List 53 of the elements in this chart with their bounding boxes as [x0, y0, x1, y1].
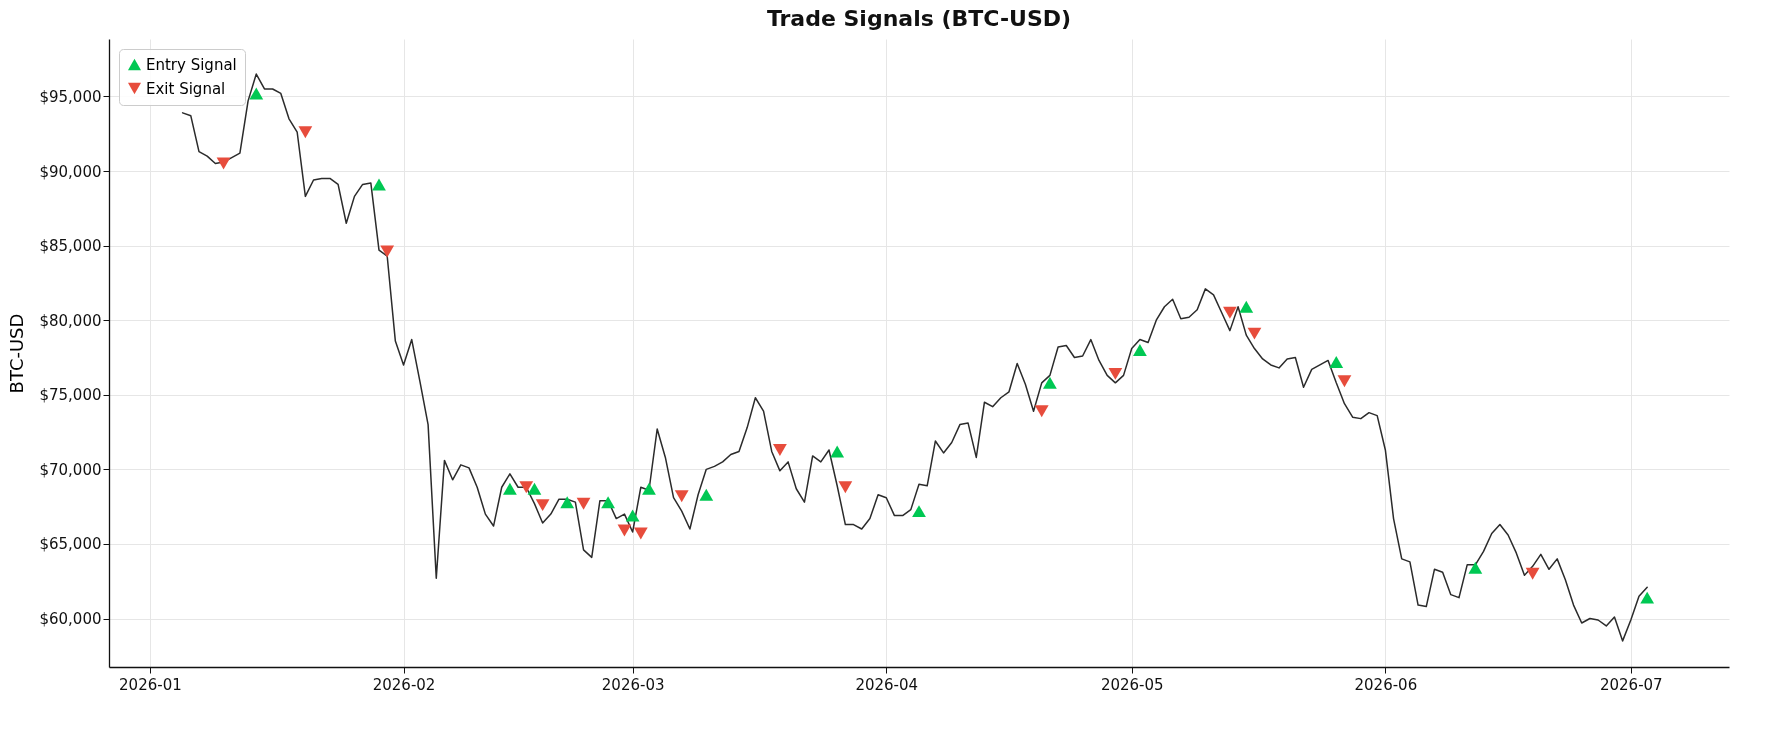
point	[1247, 327, 1262, 340]
point	[912, 505, 926, 518]
x-tick-label: 2026-05	[1100, 675, 1164, 694]
x-tick-label: 2026-03	[601, 675, 665, 694]
point	[1034, 405, 1049, 418]
point	[1640, 591, 1655, 604]
point	[560, 496, 575, 509]
x-tick-label: 2026-02	[372, 675, 436, 694]
y-tick-label: $85,000	[39, 237, 102, 256]
point	[1329, 355, 1344, 368]
y-tick-label: $90,000	[39, 162, 102, 181]
point	[1468, 561, 1483, 574]
y-tick-label: $70,000	[39, 460, 102, 479]
x-tick-label: 2026-07	[1599, 675, 1663, 694]
point	[617, 524, 632, 537]
point	[1239, 300, 1254, 313]
point	[519, 481, 534, 494]
point	[838, 481, 853, 494]
point	[642, 482, 656, 495]
y-tick-label: $60,000	[39, 610, 102, 629]
y-tick-label: $80,000	[39, 311, 102, 330]
x-tick-label: 2026-06	[1354, 675, 1418, 694]
x-tick-label: 2026-01	[119, 675, 182, 694]
point	[625, 509, 640, 522]
point	[216, 157, 231, 170]
point	[830, 445, 845, 458]
x-tick-label: 2026-04	[855, 675, 919, 694]
legend-label: Exit Signal	[146, 79, 226, 98]
y-tick-label: $75,000	[39, 386, 102, 405]
point	[576, 497, 591, 510]
point	[535, 499, 550, 512]
point	[380, 245, 395, 258]
point	[298, 126, 313, 139]
point	[249, 87, 264, 100]
point	[503, 482, 517, 495]
point	[1133, 344, 1147, 356]
legend-label: Entry Signal	[146, 55, 237, 74]
point	[674, 490, 689, 503]
y-tick-label: $65,000	[39, 535, 102, 554]
point	[1043, 376, 1057, 389]
point	[633, 527, 648, 540]
y-tick-label: $95,000	[39, 87, 102, 106]
y-axis-title: BTC-USD	[6, 313, 28, 394]
point	[1223, 306, 1237, 319]
point	[601, 496, 615, 509]
point	[1337, 375, 1352, 388]
point	[527, 482, 542, 495]
point	[372, 178, 386, 191]
point	[773, 443, 787, 456]
chart-title: Trade Signals (BTC-USD)	[766, 6, 1072, 31]
point	[1108, 367, 1123, 380]
point	[699, 488, 714, 501]
point	[1525, 567, 1540, 580]
